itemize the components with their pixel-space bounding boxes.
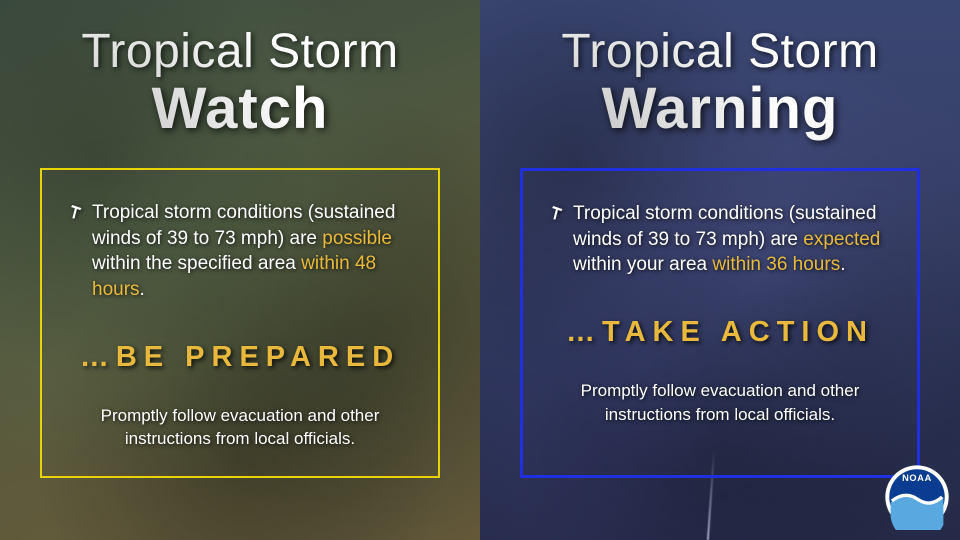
warning-title-line2: Warning: [602, 75, 839, 142]
watch-description: 𐌕 Tropical storm conditions (sustained w…: [72, 200, 408, 303]
watch-title-line2: Watch: [152, 75, 329, 142]
noaa-logo-icon: NOAA: [884, 464, 950, 530]
svg-text:NOAA: NOAA: [902, 473, 932, 483]
warning-panel: Tropical Storm Warning 𐌕 Tropical storm …: [480, 0, 960, 540]
warning-title-line1: Tropical Storm: [561, 24, 878, 79]
watch-panel: Tropical Storm Watch 𐌕 Tropical storm co…: [0, 0, 480, 540]
watch-desc-mid: within the specified area: [92, 253, 301, 274]
watch-title-line1: Tropical Storm: [81, 24, 398, 79]
lightning-bolt-icon: 𐌕: [68, 202, 80, 225]
warning-desc-mid: within your area: [573, 254, 712, 275]
warning-desc-post: .: [840, 254, 845, 275]
lightning-bolt-icon: 𐌕: [549, 203, 561, 226]
watch-footer-text: Promptly follow evacuation and other ins…: [72, 404, 408, 452]
warning-highlight-timeframe: within 36 hours: [712, 254, 840, 275]
warning-description: 𐌕 Tropical storm conditions (sustained w…: [553, 201, 887, 278]
watch-action-text: …BE PREPARED: [72, 341, 408, 374]
warning-info-box: 𐌕 Tropical storm conditions (sustained w…: [520, 168, 920, 478]
watch-info-box: 𐌕 Tropical storm conditions (sustained w…: [40, 168, 440, 478]
watch-desc-post: .: [140, 279, 145, 300]
watch-highlight-possible: possible: [322, 228, 392, 249]
warning-footer-text: Promptly follow evacuation and other ins…: [553, 379, 887, 427]
warning-action-text: …TAKE ACTION: [553, 316, 887, 349]
warning-highlight-expected: expected: [803, 229, 880, 250]
